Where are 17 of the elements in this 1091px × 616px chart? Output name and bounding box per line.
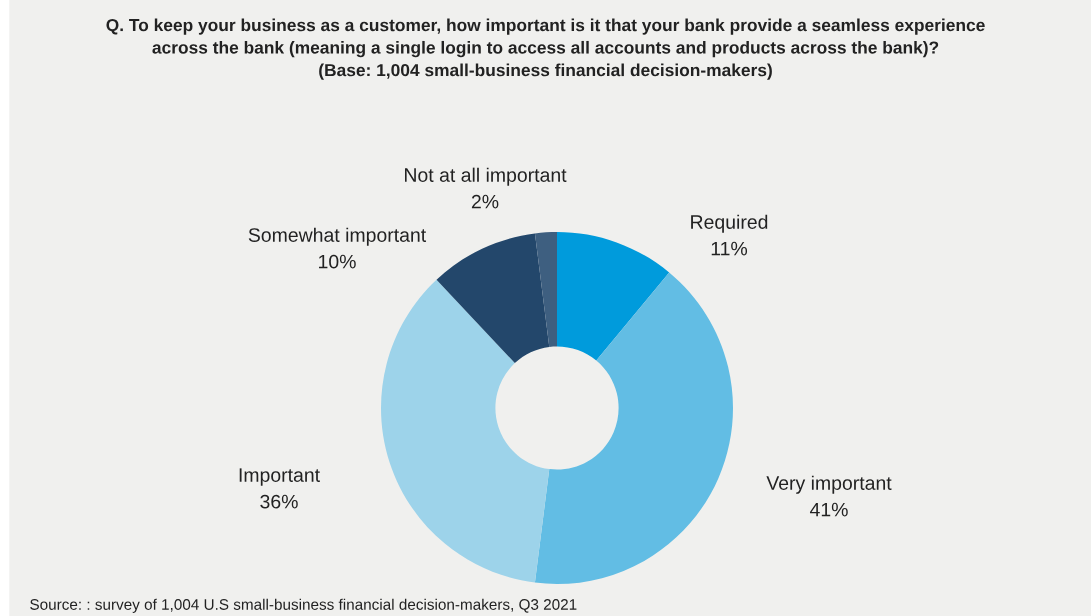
donut-slice	[436, 233, 550, 364]
slice-label: Required	[691, 214, 768, 233]
donut-slice	[534, 272, 733, 584]
data-label: 41%	[809, 502, 848, 517]
donut-slice	[557, 232, 670, 361]
data-label: 11%	[711, 241, 748, 256]
slice-label: Very important	[766, 475, 892, 494]
data-label: 2%	[471, 194, 499, 209]
data-label: 36%	[260, 494, 298, 509]
slice-label: Not at all important	[405, 167, 567, 186]
chart-title: Q. To keep your business as a customer, how important is it that your bank provide a seamless experience across the bank (meaning a single login to access all accounts and products across the bank)? (Base: 1,004 small-business financial decision-makers)	[106, 18, 985, 80]
data-label: 10%	[319, 254, 356, 269]
donut-slice	[381, 279, 550, 583]
slice-label: Somewhat important	[248, 227, 427, 246]
donut-slice	[534, 232, 557, 347]
source-note: Source: : survey of 1,004 U.S small-business financial decision-makers, Q3 2021	[30, 598, 577, 613]
slice-label: Important	[239, 468, 320, 486]
